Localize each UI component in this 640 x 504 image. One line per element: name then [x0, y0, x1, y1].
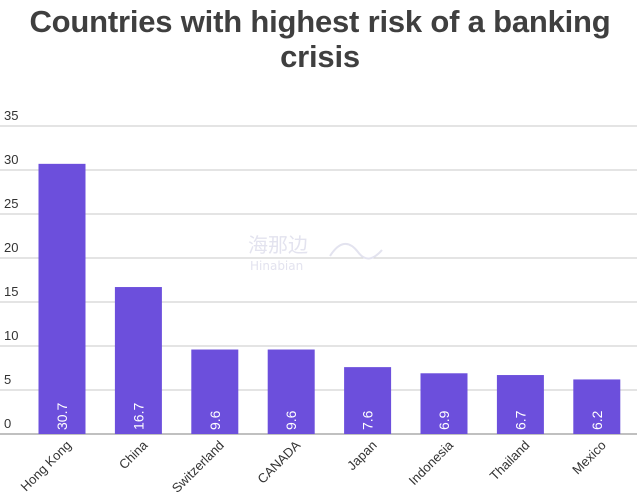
- x-tick-label: China: [116, 437, 151, 472]
- bar: [420, 373, 468, 434]
- y-tick-label: 0: [4, 416, 11, 431]
- gridlines: [0, 125, 637, 435]
- data-label: 6.9: [436, 410, 452, 430]
- bar: [38, 163, 86, 434]
- x-tick-label: Japan: [344, 438, 380, 474]
- data-label: 9.6: [207, 410, 223, 430]
- y-tick-label: 35: [4, 108, 18, 123]
- bar: [573, 379, 621, 434]
- bar: [191, 349, 239, 434]
- watermark-text-cn: 海那边: [248, 233, 308, 257]
- x-axis-labels: Hong Kong China Switzerland CANADA Japan Indo…: [18, 437, 609, 496]
- y-axis-ticks: 0 5 10 15 20 25 30 35: [4, 108, 18, 431]
- y-tick-label: 20: [4, 240, 18, 255]
- watermark: 海那边 Hinabian: [248, 233, 383, 273]
- data-labels: 30.7 16.7 9.6 9.6 7.6 6.9 6.7 6.2: [54, 403, 605, 430]
- bar: [496, 375, 544, 434]
- bar: [344, 367, 392, 434]
- x-tick-label: Thailand: [487, 438, 533, 484]
- data-label: 30.7: [54, 403, 70, 430]
- x-tick-label: Switzerland: [169, 438, 227, 496]
- y-tick-label: 30: [4, 152, 18, 167]
- bar: [267, 349, 315, 434]
- watermark-text-en: Hinabian: [250, 259, 303, 273]
- y-tick-label: 15: [4, 284, 18, 299]
- x-tick-label: CANADA: [254, 437, 303, 486]
- y-tick-label: 5: [4, 372, 11, 387]
- watermark-logo-icon: [329, 243, 383, 260]
- chart-title: Countries with highest risk of a banking…: [29, 4, 611, 74]
- data-label: 6.2: [589, 410, 605, 430]
- data-label: 16.7: [130, 403, 146, 430]
- y-tick-label: 25: [4, 196, 18, 211]
- x-tick-label: Mexico: [569, 438, 609, 478]
- data-label: 7.6: [360, 410, 376, 430]
- x-tick-label: Indonesia: [406, 437, 457, 488]
- x-tick-label: Hong Kong: [18, 438, 75, 495]
- bars: [38, 163, 621, 434]
- data-label: 6.7: [512, 410, 528, 430]
- bar: [114, 287, 162, 434]
- data-label: 9.6: [283, 410, 299, 430]
- y-tick-label: 10: [4, 328, 18, 343]
